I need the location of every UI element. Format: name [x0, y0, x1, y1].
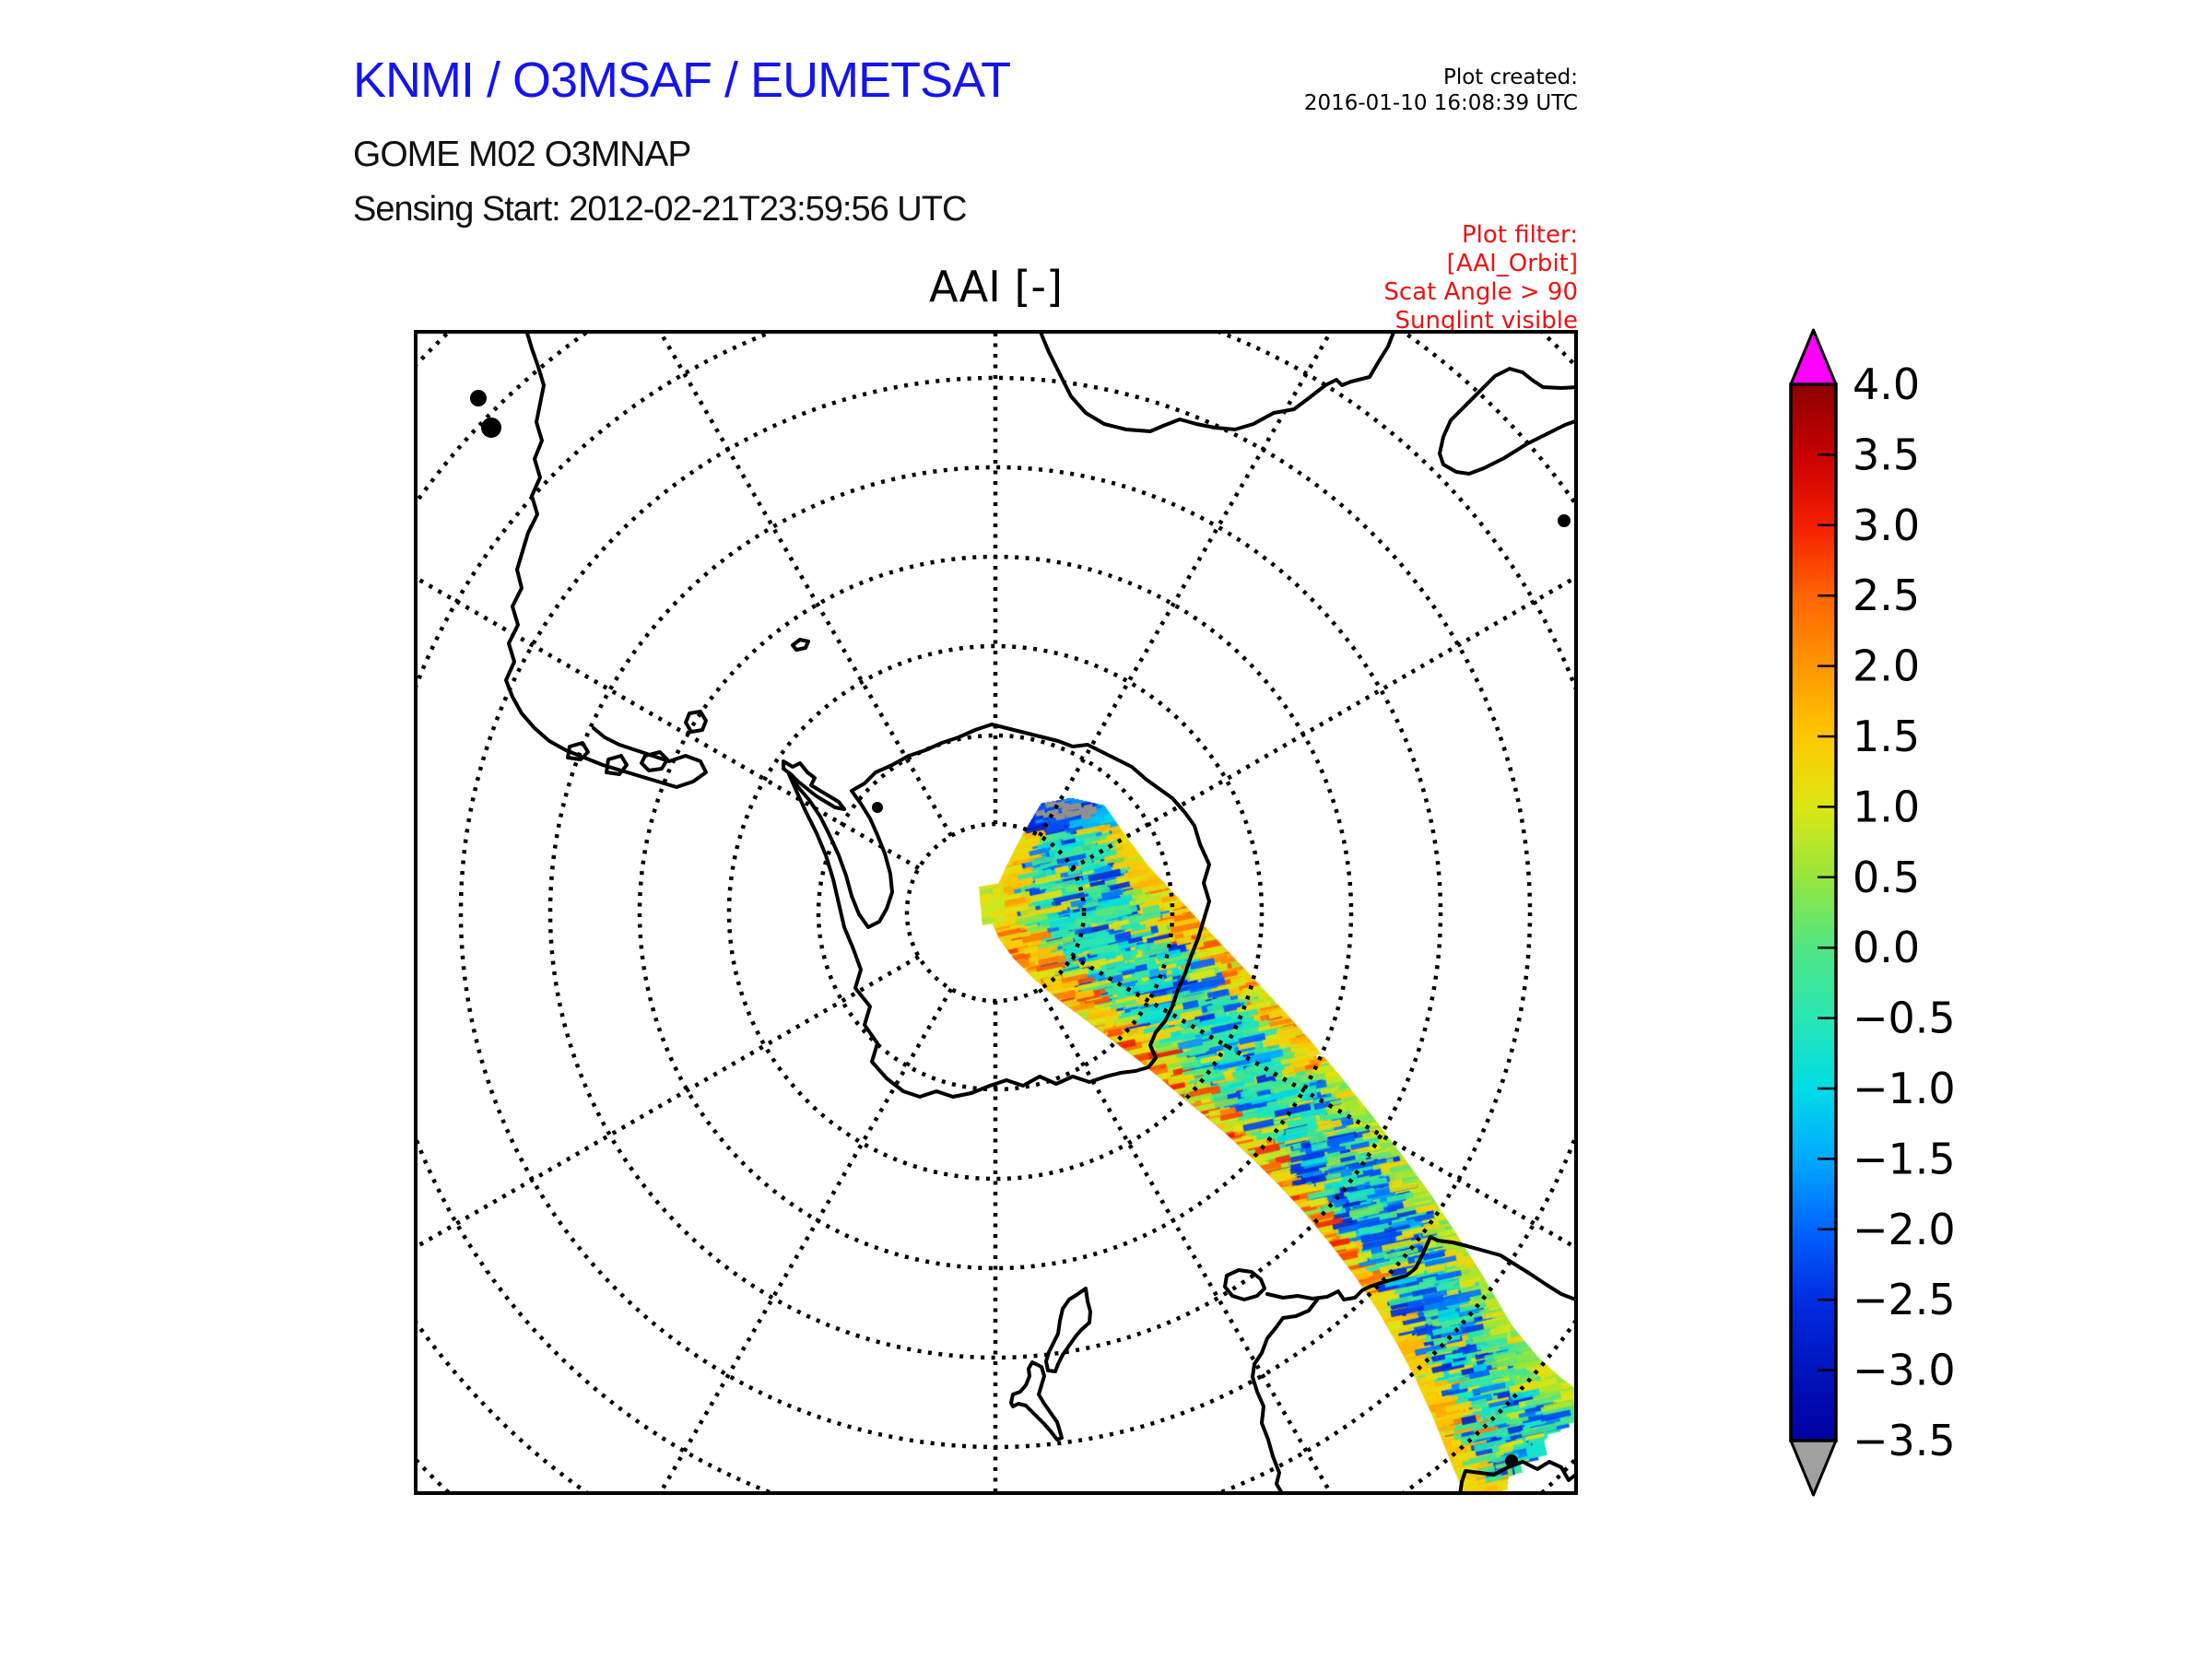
new-zealand-south-coastline	[1009, 1360, 1064, 1441]
meridian-line	[1038, 330, 1335, 837]
coast-branch-south-coastline	[1251, 1297, 1320, 1495]
colorbar-tick-label: 2.0	[1853, 641, 1920, 691]
latitude-circle	[547, 465, 1443, 1360]
south-america-west-coast-coastline	[504, 330, 708, 789]
plot-created-timestamp: 2016-01-10 16:08:39 UTC	[1303, 91, 1578, 115]
plot-filter-line-2: Scat Angle > 90	[1383, 278, 1578, 306]
new-zealand-north-coastline	[1044, 1287, 1092, 1373]
sensing-start: Sensing Start: 2012-02-21T23:59:56 UTC	[353, 190, 967, 229]
colorbar-over-arrow	[1789, 328, 1838, 386]
colorbar-tick-label: 0.5	[1853, 853, 1920, 902]
coastlines	[470, 330, 1578, 1495]
tierra-del-fuego-blob-4-coastline	[566, 741, 590, 761]
plot-filter-line-1: [AAI_Orbit]	[1446, 250, 1578, 277]
plot-title: AAI [-]	[929, 262, 1063, 312]
latitude-circle	[904, 821, 1087, 1004]
colorbar-tick-label: −0.5	[1853, 994, 1956, 1043]
colorbar-gradient-bar	[1789, 382, 1838, 1442]
plot-created-label: Plot created:	[1442, 65, 1578, 89]
meridian-line	[656, 330, 953, 837]
tasmania-blob-coastline	[1223, 1268, 1266, 1301]
page-title: KNMI / O3MSAF / EUMETSAT	[353, 53, 1011, 108]
top-coast-coastline	[1038, 330, 1396, 433]
colorbar-tick-label: 4.0	[1853, 359, 1920, 409]
tierra-del-fuego-blob-3-coastline	[605, 754, 629, 776]
south-georgia-coastline	[791, 638, 810, 652]
tierra-del-fuego-blob-1-coastline	[684, 710, 708, 734]
colorbar-tick-label: 0.0	[1853, 923, 1920, 972]
falkland-islands-coastline	[782, 759, 846, 811]
map-plot	[414, 330, 1578, 1495]
colorbar-tick-label: −2.5	[1853, 1275, 1956, 1324]
plot-filter-block: Plot filter: [AAI_Orbit] Scat Angle > 90 Su…	[1383, 221, 1578, 335]
colorbar-tick-label: −3.0	[1853, 1346, 1956, 1395]
product-name: GOME M02 O3MNAP	[353, 135, 691, 174]
colorbar-tick-label: 1.5	[1853, 712, 1920, 761]
colorbar: 4.0 3.5 3.0 2.5 2.0 1.5 1.0 0.5 0.0 −0.5 −1.0 −1.5 −…	[1789, 328, 1956, 1497]
colorbar-tick-label: −2.0	[1853, 1205, 1956, 1254]
antarctica-coastline	[787, 723, 1211, 1099]
colorbar-under-arrow	[1789, 1439, 1838, 1497]
meridian-line	[1071, 955, 1578, 1252]
plot-created-block: Plot created: 2016-01-10 16:08:39 UTC	[1304, 65, 1578, 116]
graticule	[414, 330, 1578, 1495]
colorbar-tick-label: 3.5	[1853, 429, 1920, 479]
top-right-landmass-coastline	[1438, 367, 1578, 476]
small-island-dot-3	[1505, 1454, 1518, 1467]
latitude-circle	[726, 643, 1265, 1182]
australia-south-coast-coastline	[1265, 1235, 1578, 1302]
colorbar-tick-label: −1.5	[1853, 1134, 1956, 1183]
meridian-line	[656, 988, 953, 1495]
bottom-right-bay-coast-coastline	[1458, 1460, 1578, 1495]
small-island-dot-2	[1558, 514, 1571, 527]
map-layers	[414, 330, 1578, 1495]
small-island-dot-1	[872, 802, 883, 813]
meridian-line	[414, 955, 920, 1251]
tierra-del-fuego-blob-2-coastline	[640, 750, 669, 772]
meridian-line	[1038, 988, 1335, 1495]
colorbar-tick-label: 3.0	[1853, 500, 1920, 550]
colorbar-tick-label: 2.5	[1853, 571, 1920, 620]
map-frame	[414, 330, 1578, 1495]
colorbar-tick-label: 1.0	[1853, 782, 1920, 831]
colorbar-tick-label: −1.0	[1853, 1064, 1956, 1113]
chiloe-island-1	[470, 390, 487, 406]
colorbar-tick-label: −3.5	[1853, 1416, 1956, 1465]
chiloe-island-2	[481, 418, 501, 438]
plot-filter-line-0: Plot filter:	[1461, 221, 1578, 249]
meridian-line	[1071, 573, 1578, 870]
meridian-line	[414, 574, 920, 870]
